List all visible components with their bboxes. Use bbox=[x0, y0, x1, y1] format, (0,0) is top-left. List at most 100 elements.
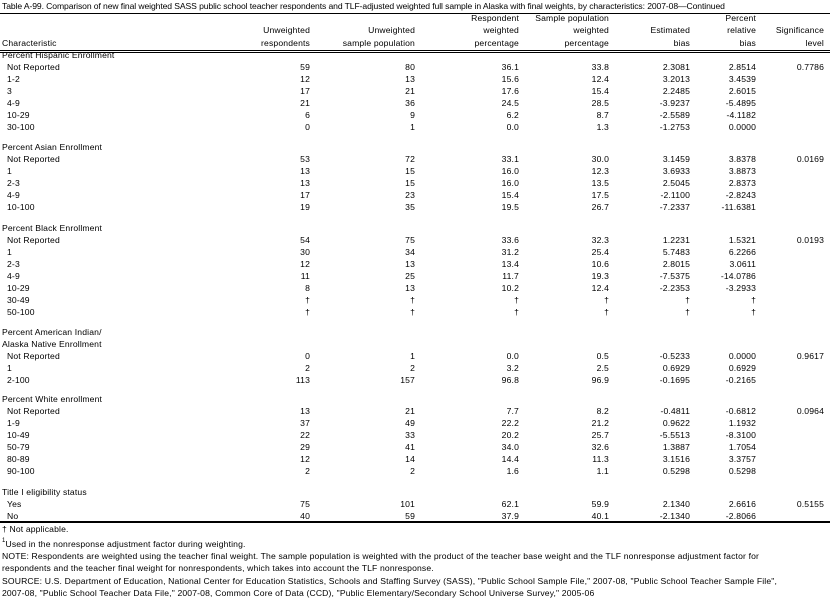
cell-value: 13.5 bbox=[591, 178, 609, 189]
cell-value: 12.3 bbox=[591, 166, 609, 177]
cell-value: 12.4 bbox=[591, 283, 609, 294]
row-label: 4-9 bbox=[7, 190, 20, 201]
cell-value: -2.8243 bbox=[725, 190, 756, 201]
cell-value: 96.9 bbox=[591, 375, 609, 386]
cell-value: 30 bbox=[300, 247, 310, 258]
column-header-line: Unweighted bbox=[263, 25, 310, 36]
cell-value: -4.1182 bbox=[726, 110, 756, 121]
cell-value: 15.4 bbox=[591, 86, 609, 97]
cell-value: 1.5321 bbox=[728, 235, 756, 246]
cell-value: -2.5589 bbox=[659, 110, 690, 121]
cell-value: 17.6 bbox=[501, 86, 519, 97]
column-header: Unweighted respondents bbox=[261, 24, 310, 49]
column-header: Sample population weighted percentage bbox=[535, 12, 609, 49]
cell-value: 59.9 bbox=[591, 499, 609, 510]
cell-value: 36 bbox=[405, 98, 415, 109]
cell-value: -5.4895 bbox=[725, 98, 756, 109]
cell-value: 13.4 bbox=[501, 259, 519, 270]
cell-value: 28.5 bbox=[591, 98, 609, 109]
cell-value: 1.3 bbox=[596, 122, 609, 133]
cell-value: -0.5233 bbox=[659, 351, 690, 362]
cell-value: 3.1516 bbox=[662, 454, 690, 465]
row-label: Not Reported bbox=[7, 351, 60, 362]
cell-value: 0.5155 bbox=[796, 499, 824, 510]
cell-value: 72 bbox=[405, 154, 415, 165]
row-label: 1-9 bbox=[7, 418, 20, 429]
row-label: 4-9 bbox=[7, 271, 20, 282]
note-line-1: NOTE: Respondents are weighted using the… bbox=[2, 551, 760, 561]
row-label: 30-49 bbox=[7, 295, 30, 306]
cell-value: † bbox=[305, 295, 310, 306]
column-header: Significance level bbox=[776, 24, 824, 49]
cell-value: 0.0000 bbox=[728, 122, 756, 133]
cell-value: 2.8514 bbox=[728, 62, 756, 73]
cell-value: 6.2 bbox=[506, 110, 519, 121]
cell-value: 11.3 bbox=[592, 454, 609, 465]
cell-value: 15 bbox=[405, 166, 415, 177]
cell-value: 2.2485 bbox=[662, 86, 690, 97]
footnote-dagger: † Not applicable. bbox=[2, 524, 69, 534]
cell-value: 37 bbox=[300, 418, 310, 429]
cell-value: 49 bbox=[405, 418, 415, 429]
cell-value: -8.3100 bbox=[725, 430, 756, 441]
cell-value: 1.1932 bbox=[728, 418, 756, 429]
cell-value: 15.6 bbox=[501, 74, 519, 85]
cell-value: † bbox=[410, 295, 415, 306]
cell-value: 16.0 bbox=[501, 178, 519, 189]
column-header-line: Respondent bbox=[471, 13, 519, 24]
row-label: No bbox=[7, 511, 19, 522]
cell-value: 25.4 bbox=[591, 247, 609, 258]
cell-value: 32.3 bbox=[591, 235, 609, 246]
cell-value: 37.9 bbox=[501, 511, 519, 522]
cell-value: 12 bbox=[300, 74, 310, 85]
cell-value: 59 bbox=[300, 62, 310, 73]
cell-value: 59 bbox=[405, 511, 415, 522]
cell-value: 10.6 bbox=[591, 259, 609, 270]
cell-value: 13 bbox=[405, 259, 415, 270]
section-label: Percent Black Enrollment bbox=[2, 223, 103, 233]
cell-value: 15.4 bbox=[501, 190, 519, 201]
cell-value: 1.2231 bbox=[662, 235, 690, 246]
cell-value: 0.5298 bbox=[728, 466, 756, 477]
cell-value: 1 bbox=[410, 351, 415, 362]
cell-value: 22.2 bbox=[501, 418, 519, 429]
cell-value: 2.8015 bbox=[662, 259, 690, 270]
cell-value: 9 bbox=[410, 110, 415, 121]
cell-value: 157 bbox=[400, 375, 415, 386]
row-label: 10-29 bbox=[7, 283, 30, 294]
cell-value: 2.6616 bbox=[728, 499, 756, 510]
row-label: Not Reported bbox=[7, 62, 60, 73]
cell-value: 29 bbox=[300, 442, 310, 453]
cell-value: 2.6015 bbox=[728, 86, 756, 97]
row-label: 3 bbox=[7, 86, 12, 97]
cell-value: 6.2266 bbox=[728, 247, 756, 258]
cell-value: † bbox=[685, 295, 690, 306]
cell-value: 21 bbox=[405, 86, 415, 97]
cell-value: 11 bbox=[300, 271, 310, 282]
cell-value: 2.3081 bbox=[662, 62, 690, 73]
cell-value: 0.0 bbox=[506, 351, 519, 362]
cell-value: -0.1695 bbox=[659, 375, 690, 386]
cell-value: 0.0964 bbox=[796, 406, 824, 417]
section-label: Alaska Native Enrollment bbox=[2, 339, 102, 350]
table-title: Table A-99. Comparison of new final weig… bbox=[2, 1, 725, 11]
cell-value: † bbox=[604, 295, 609, 306]
cell-value: 6 bbox=[305, 110, 310, 121]
cell-value: 3.0611 bbox=[729, 259, 756, 270]
cell-value: 0.6929 bbox=[728, 363, 756, 374]
column-header: Unweighted sample population bbox=[343, 24, 415, 49]
footnote-marker: 1 bbox=[2, 538, 6, 544]
column-header: Estimated bias bbox=[650, 24, 690, 49]
cell-value: 2 bbox=[410, 466, 415, 477]
cell-value: 21 bbox=[300, 98, 310, 109]
note-line-2: respondents and the teacher final weight… bbox=[2, 563, 434, 573]
cell-value: 2.1340 bbox=[662, 499, 690, 510]
cell-value: 3.6933 bbox=[662, 166, 690, 177]
cell-value: 2.5 bbox=[596, 363, 609, 374]
cell-value: 0.0000 bbox=[728, 351, 756, 362]
cell-value: 0.0193 bbox=[796, 235, 824, 246]
cell-value: 15 bbox=[405, 178, 415, 189]
cell-value: 0.0169 bbox=[796, 154, 824, 165]
cell-value: 101 bbox=[400, 499, 415, 510]
column-header-line: Estimated bbox=[650, 25, 690, 36]
